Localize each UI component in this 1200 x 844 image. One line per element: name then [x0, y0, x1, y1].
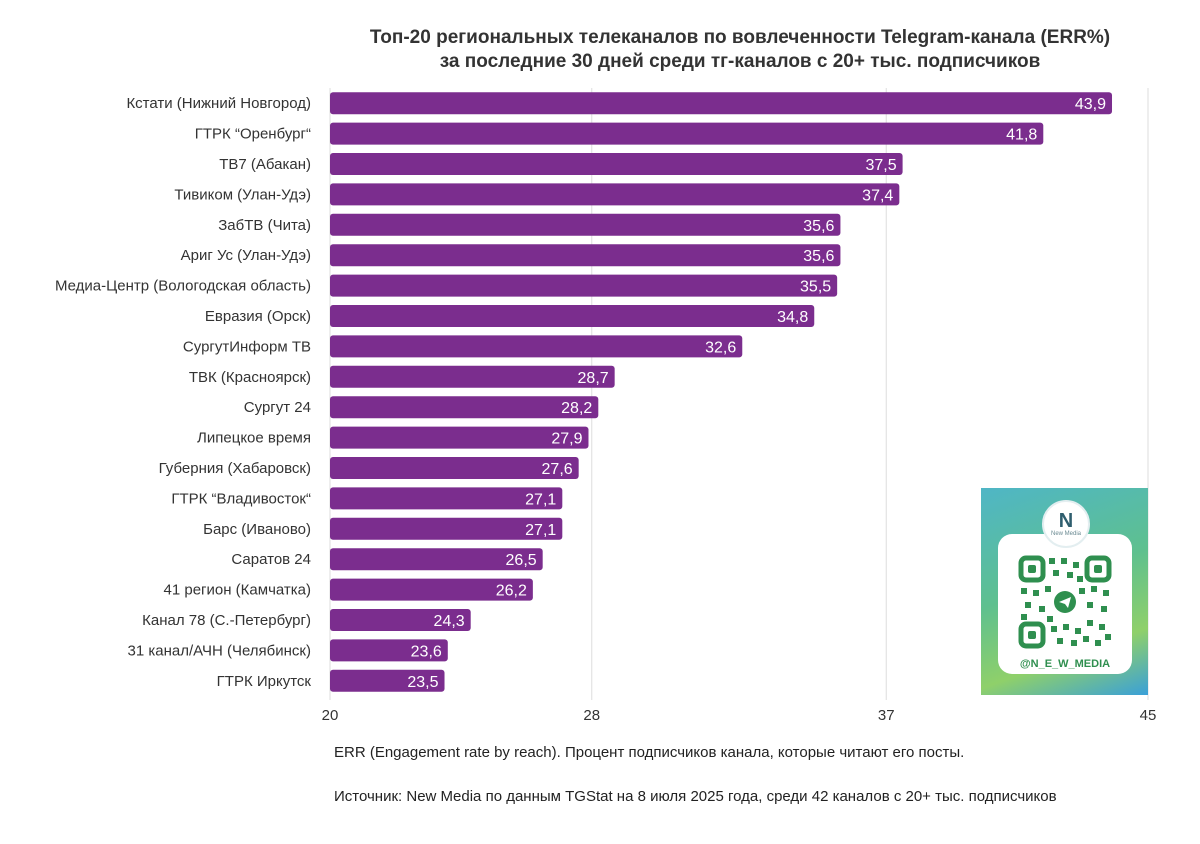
logo-text: New Media — [1050, 530, 1081, 537]
category-label: ГТРК Иркутск — [217, 673, 312, 690]
bar — [330, 396, 599, 419]
bar — [330, 153, 903, 175]
category-label: ТВ7 (Абакан) — [219, 156, 311, 173]
value-label: 34,8 — [777, 309, 808, 326]
bar — [330, 92, 1113, 115]
bar — [330, 669, 445, 692]
value-label: 28,7 — [578, 370, 609, 387]
value-label: 26,2 — [496, 583, 527, 600]
category-label: Губерния (Хабаровск) — [159, 460, 311, 477]
x-tick-label: 37 — [878, 707, 895, 724]
bar — [330, 274, 838, 297]
value-label: 27,9 — [551, 431, 582, 448]
bar — [330, 639, 448, 662]
value-label: 28,2 — [561, 400, 592, 417]
value-label: 26,5 — [506, 552, 537, 569]
x-tick-label: 45 — [1140, 707, 1157, 724]
chart-title: Топ-20 региональных телеканалов по вовле… — [369, 27, 1111, 48]
value-label: 35,6 — [803, 218, 834, 235]
category-label: Саратов 24 — [231, 551, 311, 568]
bar — [330, 305, 815, 327]
bar — [330, 578, 533, 601]
category-label: 41 регион (Камчатка) — [164, 582, 312, 599]
err-definition-note: ERR (Engagement rate by reach). Процент … — [334, 744, 965, 761]
category-label: Канал 78 (С.-Петербург) — [142, 612, 311, 629]
value-label: 27,1 — [525, 522, 556, 539]
bar — [330, 517, 563, 540]
bar — [330, 548, 543, 571]
value-label: 43,9 — [1075, 96, 1106, 113]
value-label: 41,8 — [1006, 127, 1037, 144]
bar — [330, 335, 743, 358]
category-label: ГТРК “Оренбург“ — [195, 126, 311, 143]
x-tick-label: 28 — [583, 707, 600, 724]
category-label: ЗабТВ (Чита) — [218, 217, 311, 234]
bar — [330, 487, 563, 510]
value-label: 35,5 — [800, 279, 831, 296]
bar — [330, 213, 841, 236]
value-label: 32,6 — [705, 339, 736, 356]
value-label: 35,6 — [803, 248, 834, 265]
bar — [330, 365, 615, 388]
chart-title-block: Топ-20 региональных телеканалов по вовле… — [330, 26, 1150, 74]
category-label: ГТРК “Владивосток“ — [171, 490, 311, 507]
new-media-logo: N New Media — [1042, 500, 1090, 548]
bar — [330, 183, 900, 206]
value-label: 23,5 — [407, 674, 438, 691]
x-axis: 20 28 37 45 — [322, 707, 1157, 724]
bar — [330, 609, 471, 631]
chart-subtitle: за последние 30 дней среди тг-каналов с … — [439, 51, 1041, 72]
category-label: 31 канал/АЧН (Челябинск) — [128, 642, 312, 659]
value-label: 37,5 — [865, 157, 896, 174]
category-label: Евразия (Орск) — [205, 308, 311, 325]
category-label: Липецкое время — [197, 430, 311, 447]
bars: Кстати (Нижний Новгород) 43,9 ГТРК “Оренбу… — [55, 92, 1113, 692]
x-tick-label: 20 — [322, 707, 339, 724]
bar — [330, 122, 1044, 145]
bar — [330, 457, 579, 479]
logo-mark: N — [1058, 509, 1074, 532]
category-label: Тивиком (Улан-Удэ) — [174, 186, 311, 203]
category-label: ТВК (Красноярск) — [189, 369, 311, 386]
bar — [330, 244, 841, 267]
source-note: Источник: New Media по данным TGStat на … — [334, 788, 1057, 805]
value-label: 37,4 — [862, 187, 893, 204]
category-label: Сургут 24 — [244, 399, 311, 416]
telegram-handle[interactable]: @N_E_W_MEDIA — [1019, 658, 1111, 670]
qr-promo-card[interactable]: N New Media @N_E_W_MEDIA — [981, 488, 1148, 695]
category-label: Барс (Иваново) — [203, 521, 311, 538]
category-label: СургутИнформ ТВ — [183, 338, 311, 355]
value-label: 27,6 — [542, 461, 573, 478]
category-label: Кстати (Нижний Новгород) — [126, 95, 311, 112]
qr-code-icon[interactable] — [1017, 554, 1113, 650]
value-label: 23,6 — [411, 643, 442, 660]
value-label: 27,1 — [525, 491, 556, 508]
category-label: Ариг Ус (Улан-Удэ) — [181, 247, 311, 264]
category-label: Медиа-Центр (Вологодская область) — [55, 278, 311, 295]
value-label: 24,3 — [434, 613, 465, 630]
bar — [330, 426, 589, 449]
